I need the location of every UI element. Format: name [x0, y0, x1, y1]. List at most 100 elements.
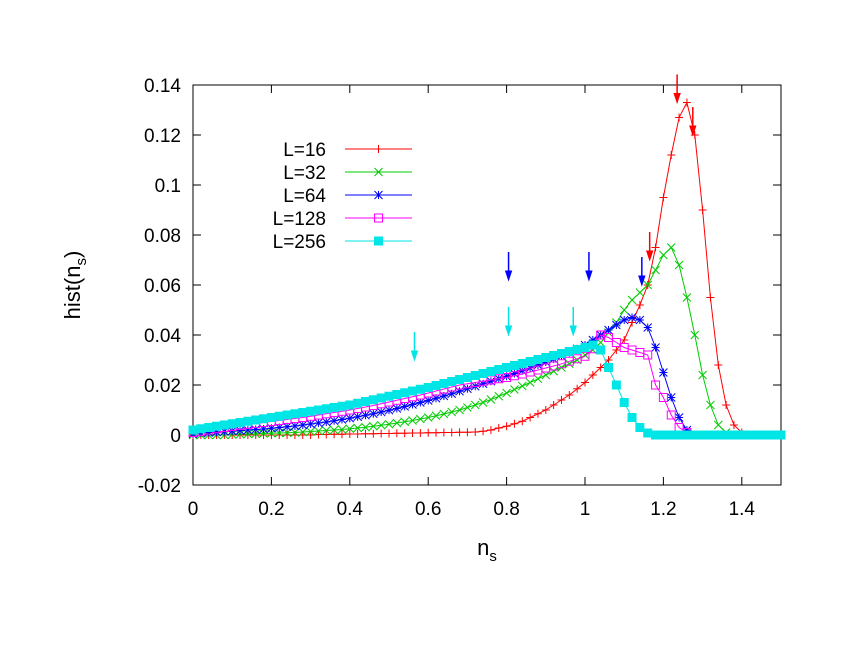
data-point — [604, 356, 613, 364]
legend-entry: L=32 — [283, 163, 412, 184]
data-point — [698, 430, 708, 440]
data-point — [337, 425, 347, 434]
data-point — [478, 398, 488, 407]
data-point — [290, 428, 300, 437]
data-point — [713, 420, 723, 430]
data-point — [573, 384, 582, 393]
data-point — [667, 151, 676, 159]
data-point — [541, 353, 551, 362]
legend-label: L=128 — [273, 209, 326, 230]
data-point — [337, 430, 346, 439]
data-point — [666, 243, 676, 252]
x-tick-label: 0.2 — [258, 499, 284, 520]
legend-entry: L=64 — [283, 186, 412, 207]
data-point — [541, 406, 550, 414]
data-point — [408, 400, 417, 409]
data-point — [275, 431, 284, 439]
data-point — [564, 347, 574, 356]
data-point — [612, 320, 621, 330]
legend-entry: L=16 — [283, 140, 412, 161]
data-point — [478, 369, 488, 378]
data-point — [666, 393, 676, 402]
data-point — [384, 391, 394, 401]
data-point — [776, 430, 786, 440]
data-point — [306, 427, 315, 436]
data-point — [290, 409, 300, 419]
data-point — [251, 415, 261, 425]
data-point — [439, 409, 449, 419]
data-point — [266, 413, 276, 422]
data-point — [219, 420, 229, 430]
data-point — [274, 411, 284, 421]
data-point — [415, 384, 425, 394]
data-point — [227, 419, 237, 429]
data-point — [502, 388, 511, 398]
data-point — [330, 430, 339, 439]
data-point — [722, 401, 731, 409]
y-axis-title: hist(ns) — [60, 251, 90, 320]
data-point — [604, 333, 614, 342]
data-point — [455, 405, 464, 415]
annotation-arrow — [504, 252, 513, 282]
x-tick-label: 0 — [188, 499, 199, 520]
data-point — [588, 371, 597, 379]
data-point — [463, 384, 472, 394]
data-point — [479, 427, 488, 436]
data-point — [556, 349, 566, 358]
data-point — [408, 386, 418, 396]
data-point — [721, 430, 731, 440]
series-5 — [188, 340, 786, 440]
data-point — [604, 325, 613, 335]
data-point — [361, 410, 370, 420]
data-point — [400, 417, 410, 427]
y-tick-label: 0.02 — [144, 376, 181, 397]
data-point — [494, 391, 504, 401]
data-point — [400, 429, 409, 438]
data-point — [470, 371, 480, 380]
data-point — [353, 412, 362, 422]
y-tick-label: 0.04 — [144, 326, 181, 347]
data-point — [314, 418, 323, 428]
y-tick-label: 0.08 — [144, 226, 181, 247]
data-point — [259, 429, 268, 438]
data-point — [463, 403, 472, 412]
data-point — [368, 409, 378, 419]
data-point — [502, 363, 512, 372]
legend-label: L=16 — [283, 140, 326, 161]
data-point — [510, 419, 519, 428]
data-point — [612, 346, 621, 354]
data-point — [447, 428, 456, 437]
data-point — [376, 393, 386, 403]
series-line — [193, 246, 781, 436]
data-point — [322, 430, 331, 439]
data-point — [525, 357, 535, 366]
data-point — [533, 409, 542, 418]
data-point — [509, 361, 519, 370]
data-point — [212, 421, 222, 431]
data-point — [643, 280, 653, 290]
data-point — [251, 425, 261, 434]
y-tick-label: 0.1 — [155, 176, 181, 197]
x-tick-label: 1.4 — [729, 499, 756, 520]
data-point — [659, 368, 668, 377]
axis-tick-labels: 0 0.2 0.4 0.6 0.8 1 1.2 1.4 -0.02 0 0.02 0.04 0.06 0.… — [138, 76, 756, 520]
data-point — [745, 430, 755, 440]
data-point — [666, 430, 676, 440]
y-axis-title-subscript: s — [73, 258, 90, 266]
legend-entry: L=128 — [273, 209, 412, 230]
annotation-arrow — [504, 307, 513, 337]
y-tick-label: 0 — [170, 426, 181, 447]
data-point — [714, 361, 723, 369]
data-point — [580, 351, 590, 361]
legend-entry: L=256 — [273, 232, 412, 253]
data-point — [384, 419, 394, 429]
data-point — [619, 305, 629, 315]
data-point — [729, 421, 738, 429]
data-point — [290, 421, 300, 431]
data-point — [627, 313, 637, 322]
data-point — [431, 393, 441, 403]
data-point — [439, 379, 449, 388]
annotation-arrow — [585, 252, 593, 282]
